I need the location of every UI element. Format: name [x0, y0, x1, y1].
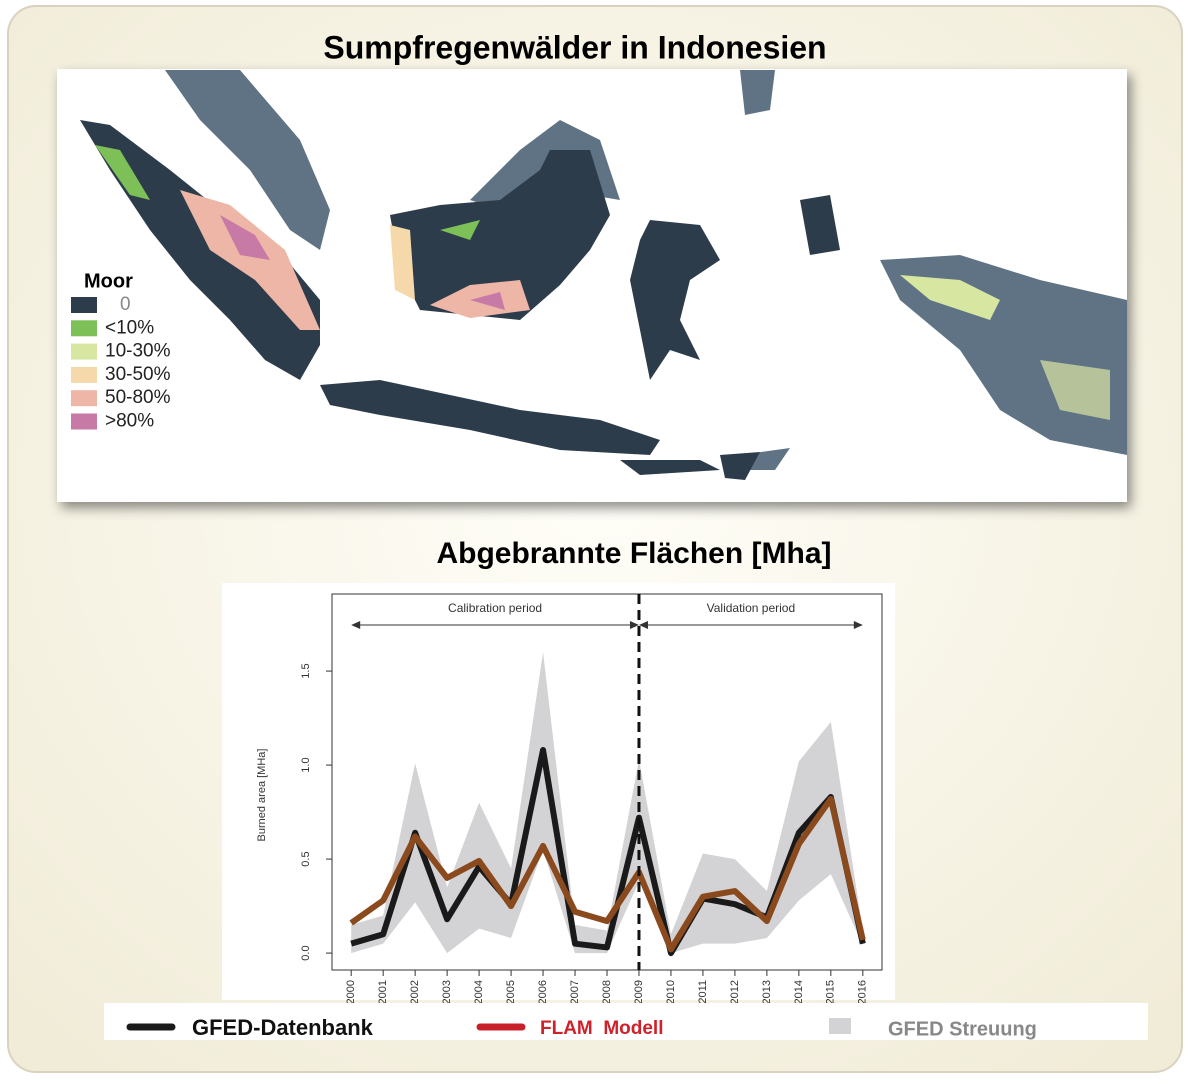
x-tick-label: 2014	[793, 980, 805, 1004]
x-tick-label: 2016	[857, 980, 869, 1004]
map-legend-label: <10%	[105, 317, 154, 338]
map-legend-label: 50-80%	[105, 387, 171, 408]
plot-area: 0.0 0.5 1.0 1.5 2000 2001 2002 2003 2004 2005 2006…	[300, 594, 869, 1004]
y-tick-label: 1.5	[300, 663, 312, 678]
x-tick-label: 2004	[473, 980, 485, 1004]
x-tick-label: 2002	[409, 980, 421, 1004]
x-tick-label: 2012	[729, 980, 741, 1004]
y-tick-label: 1.0	[300, 757, 312, 772]
map-legend-swatch	[71, 366, 97, 383]
legend-label: GFED Streuung	[888, 1018, 1037, 1040]
x-tick-label: 2011	[697, 980, 709, 1004]
x-tick-label: 2013	[761, 980, 773, 1004]
map-legend-swatch	[71, 320, 97, 337]
map-legend: Moor 0<10% 10-30%30-50%50-80% >80%	[71, 270, 171, 432]
x-tick-label: 2003	[441, 980, 453, 1004]
map-legend-label: >80%	[105, 411, 154, 432]
chart-title: Abgebrannte Flächen [Mha]	[436, 537, 831, 570]
x-tick-label: 2007	[569, 980, 581, 1004]
x-tick-label: 2006	[537, 980, 549, 1004]
moor-patches	[95, 145, 1110, 420]
map-legend-swatch	[71, 413, 97, 430]
y-axis-label: Burned area [MHa]	[256, 749, 268, 842]
period-label: Calibration period	[448, 601, 542, 615]
map-legend-label: 0	[120, 294, 131, 315]
map-legend-swatch	[71, 390, 97, 407]
map-legend-label: 30-50%	[105, 364, 171, 385]
spread-band	[351, 652, 863, 954]
x-tick-label: 2000	[345, 980, 357, 1004]
map-legend-label: 10-30%	[105, 341, 171, 362]
map-legend-swatch	[71, 297, 97, 313]
legend-entries: GFED-Datenbank FLAM Modell GFED Streuung	[126, 1015, 1037, 1040]
chart-legend	[104, 1003, 1148, 1040]
map-legend-title: Moor	[84, 270, 133, 292]
legend-label: GFED-Datenbank	[192, 1015, 374, 1040]
legend-marker	[829, 1018, 851, 1034]
map-legend-swatch	[71, 343, 97, 360]
period-label: Validation period	[707, 601, 796, 615]
x-tick-label: 2001	[377, 980, 389, 1004]
x-tick-label: 2010	[665, 980, 677, 1004]
map	[57, 69, 1127, 502]
x-tick-label: 2009	[633, 980, 645, 1004]
slide-title: Sumpfregenwälder in Indonesien	[323, 29, 826, 65]
y-tick-label: 0.0	[300, 945, 312, 960]
series-line	[349, 795, 866, 953]
y-tick-label: 0.5	[300, 851, 312, 866]
legend-label: FLAM Modell	[540, 1018, 663, 1039]
x-tick-label: 2015	[825, 980, 837, 1004]
x-tick-label: 2008	[601, 980, 613, 1004]
x-tick-label: 2005	[505, 980, 517, 1004]
